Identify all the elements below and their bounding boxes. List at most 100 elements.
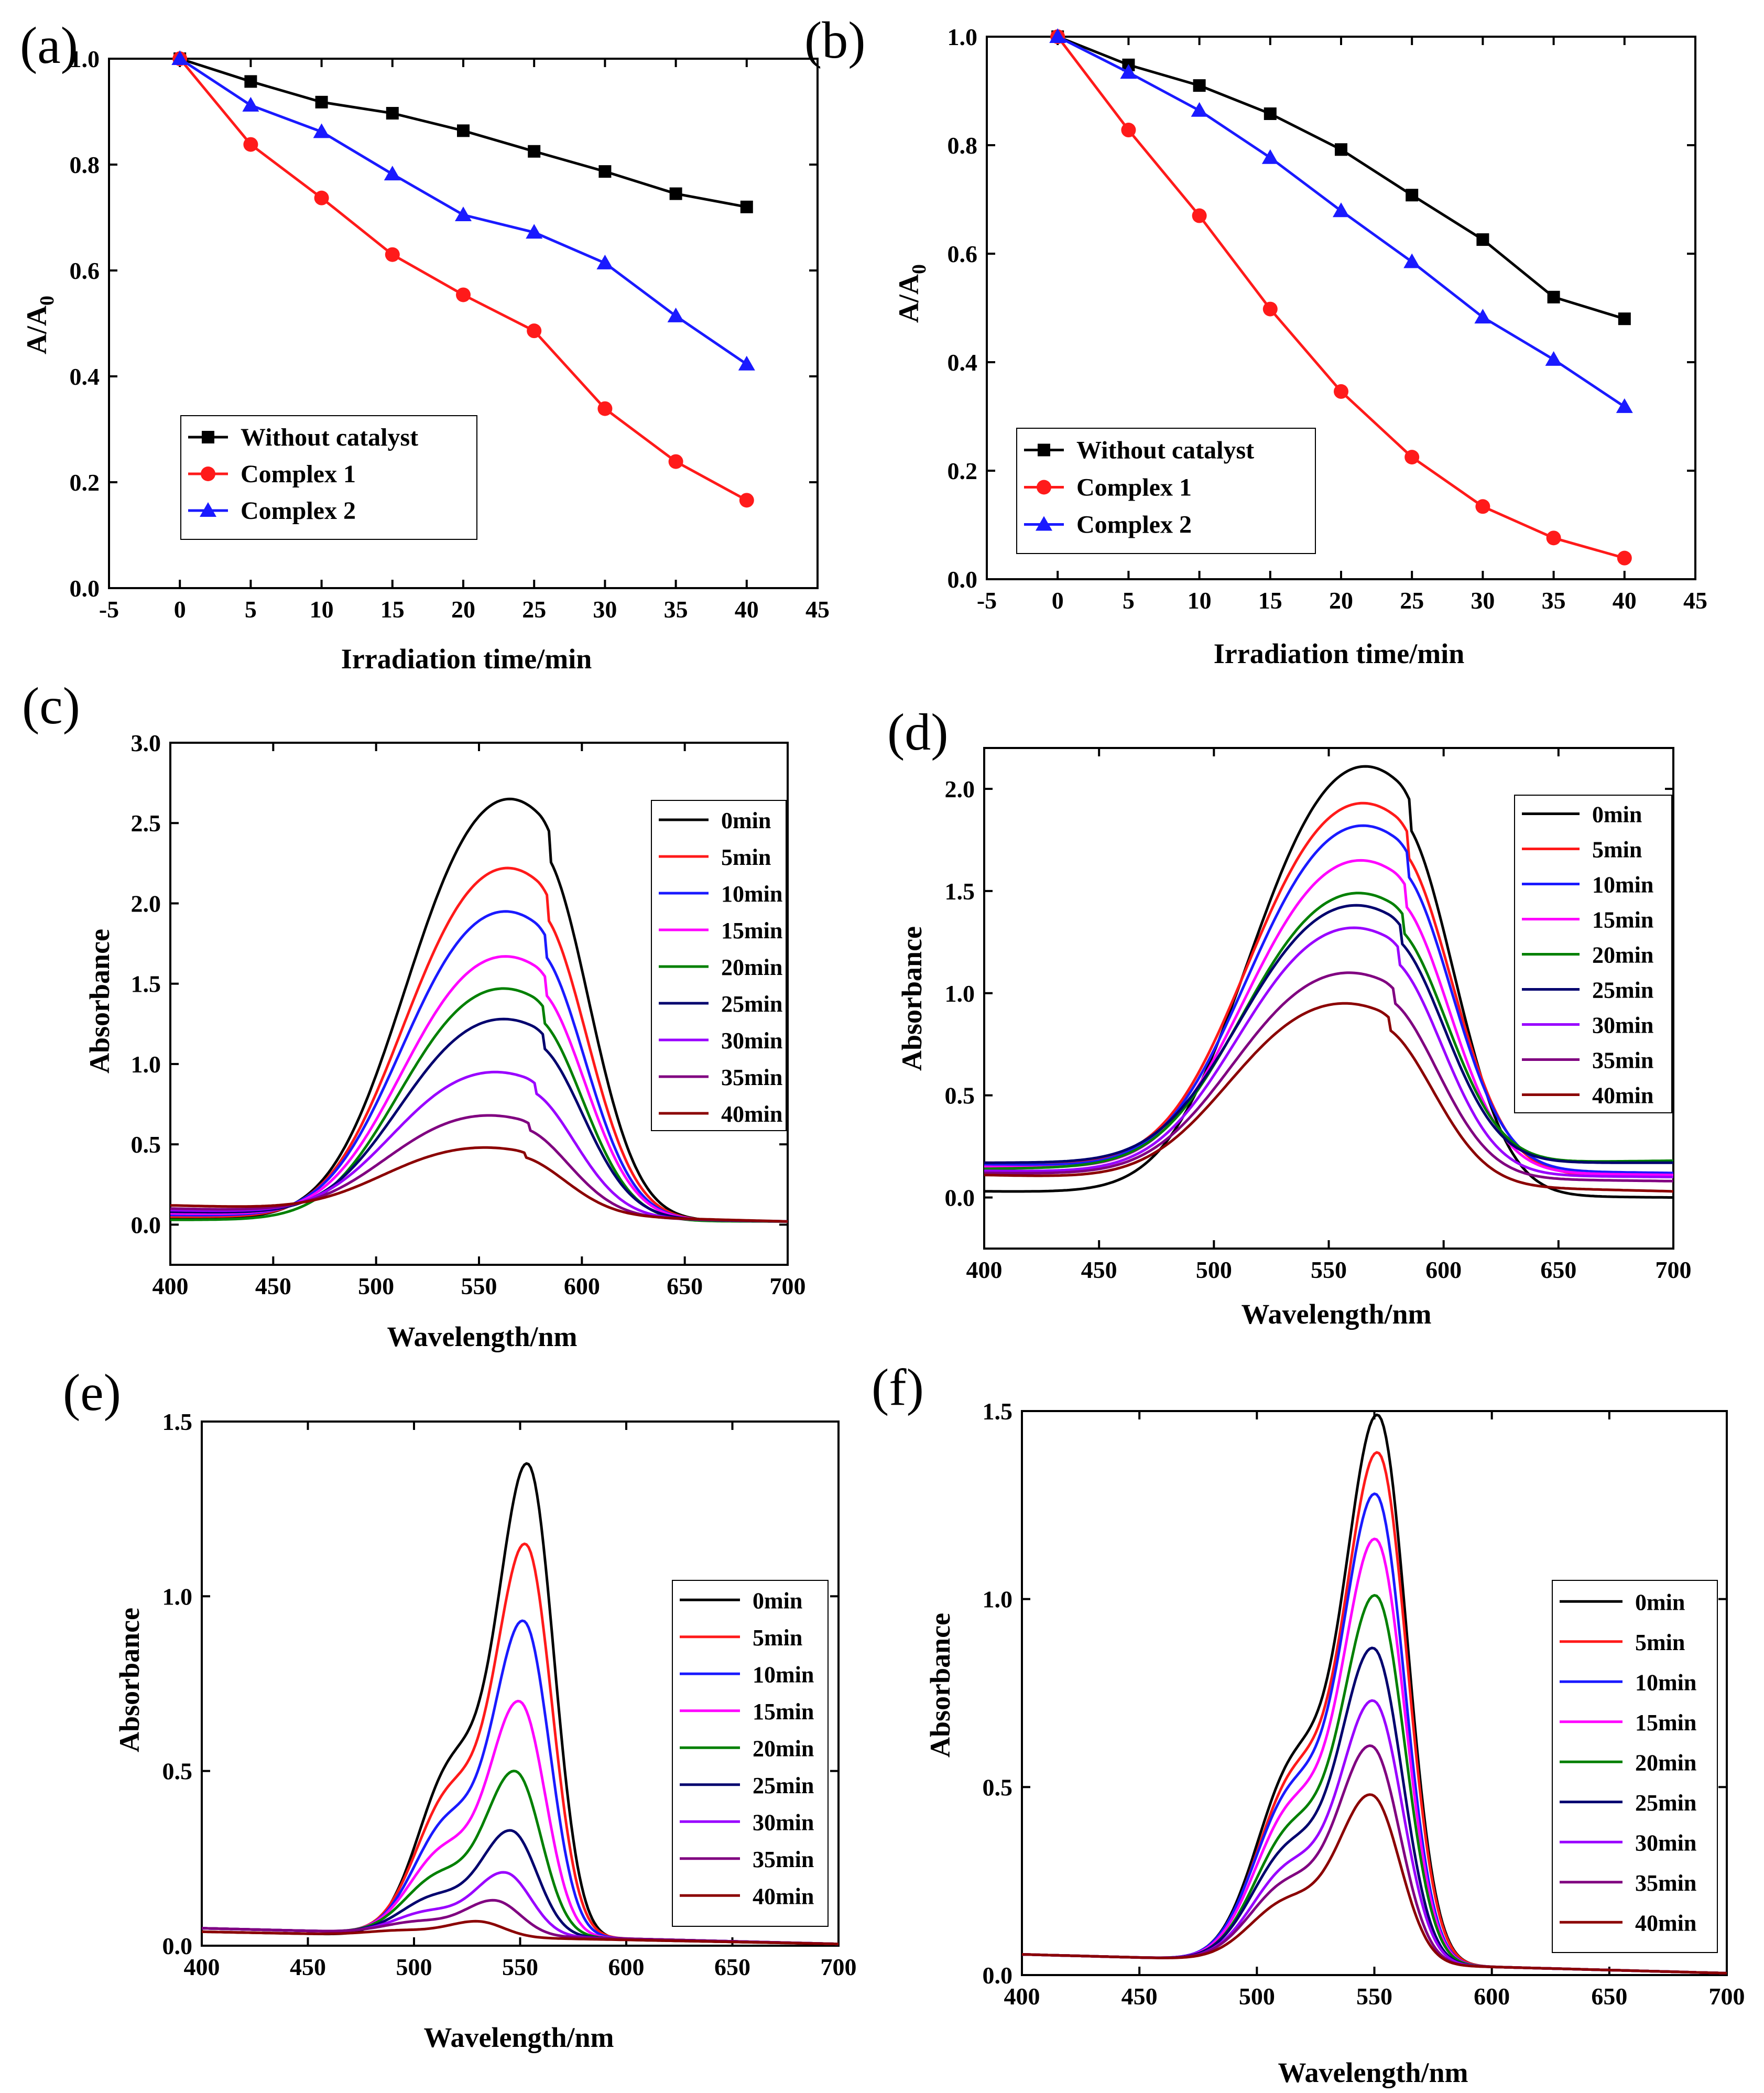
panel-b-ytick-label: 0.0 — [948, 566, 978, 593]
panel-b-ytick-label: 0.4 — [948, 349, 978, 376]
panel-d-ytick-label: 0.5 — [945, 1082, 975, 1109]
panel-a-legend-label-complex-1: Complex 1 — [241, 460, 356, 488]
panel-b-series-complex-2-point — [1474, 309, 1491, 324]
panel-d-ytick-label: 1.5 — [945, 878, 975, 905]
panel-e-ytick-label: 1.0 — [162, 1583, 193, 1610]
panel-e-xtick-label: 450 — [290, 1954, 326, 1980]
panel-b-series-without-catalyst-point — [1547, 290, 1560, 303]
panel-e-xtick-label: 650 — [714, 1954, 750, 1980]
panel-b-label: (b) — [804, 11, 866, 69]
panel-c-xtick-label: 500 — [358, 1273, 394, 1299]
panel-b-xtick-label: 20 — [1329, 587, 1353, 614]
panel-d-legend-label-10min: 10min — [1592, 872, 1653, 898]
panel-d-ytick-label: 1.0 — [945, 980, 975, 1007]
panel-a-series-without-catalyst-point — [740, 200, 753, 213]
panel-a-series-without-catalyst-point — [386, 107, 399, 120]
panel-b: (b) -5 0 5 10 15 20 25 30 35 40 45 0.0 0.2 0.4 0.6 0.8 1… — [804, 11, 1707, 669]
panel-e-ytick-label: 0.0 — [162, 1933, 193, 1959]
panel-d-legend-label-30min: 30min — [1592, 1013, 1653, 1038]
panel-d-series-25min-line — [984, 904, 1673, 1164]
panel-c-legend-label-20min: 20min — [721, 955, 782, 980]
panel-c-xtick-label: 550 — [461, 1273, 497, 1299]
panel-e-xtick-label: 400 — [184, 1954, 220, 1980]
panel-e-legend-label-40min: 40min — [753, 1883, 814, 1909]
panel-d-xtick-label: 550 — [1311, 1256, 1347, 1283]
panel-d-ylabel: Absorbance — [896, 926, 928, 1071]
panel-b-series-complex-1-point — [1546, 530, 1561, 546]
panel-d-xtick-label: 400 — [966, 1256, 1003, 1283]
panel-a-xtick-label: 45 — [805, 596, 830, 623]
panel-b-series-complex-2-point — [1261, 149, 1279, 164]
panel-e-ylabel: Absorbance — [114, 1608, 145, 1752]
panel-b-xtick-label: 45 — [1683, 587, 1707, 614]
panel-e-legend-label-35min: 35min — [753, 1847, 814, 1872]
panel-e-xtick-label: 600 — [608, 1954, 645, 1980]
panel-b-series-complex-2-point — [1545, 351, 1562, 366]
panel-d-series-40min-line — [984, 1002, 1674, 1193]
panel-c: (c) 400 450 500 550 600 650 700 0.0 0.5 1.0 1.5 2.0… — [22, 677, 806, 1352]
panel-a-series-complex-2-point — [667, 307, 684, 322]
panel-b-series-complex-2-point — [1120, 64, 1137, 79]
panel-e-label: (e) — [63, 1363, 121, 1422]
panel-f: (f) 400 450 500 550 600 650 700 0.0 0.5 1.0 1.5 0mi… — [872, 1358, 1745, 2088]
panel-a-ytick-label: 0.8 — [70, 151, 100, 178]
panel-a-legend-marker-complex-1 — [201, 467, 215, 481]
panel-d-legend-label-35min: 35min — [1592, 1048, 1653, 1073]
panel-b-xtick-label: 40 — [1613, 587, 1637, 614]
panel-a-series-complex-2-point — [384, 166, 401, 181]
panel-c-ytick-label: 2.5 — [131, 810, 161, 837]
panel-b-ylabel-main: A/A — [893, 274, 924, 323]
panel-c-xtick-label: 700 — [770, 1273, 806, 1299]
panel-f-xtick-label: 400 — [1004, 1983, 1040, 2010]
panel-f-ytick-label: 1.0 — [983, 1586, 1013, 1613]
panel-b-series-without-catalyst-point — [1618, 312, 1631, 326]
panel-f-legend-label-15min: 15min — [1635, 1710, 1696, 1736]
panel-f-label: (f) — [872, 1358, 924, 1416]
panel-a-ylabel-main: A/A — [21, 306, 52, 354]
panel-a-xtick-label: 40 — [735, 596, 759, 623]
panel-a-xtick-label: 25 — [522, 596, 546, 623]
panel-f-xtick-label: 450 — [1121, 1983, 1158, 2010]
panel-e-legend-label-25min: 25min — [753, 1773, 814, 1798]
panel-d-xtick-label: 500 — [1196, 1256, 1232, 1283]
panel-a-series-complex-2-point — [738, 355, 755, 371]
panel-b-xtick-label: -5 — [977, 587, 997, 614]
panel-e-series-40min-line — [201, 1920, 839, 1946]
panel-c-legend-label-30min: 30min — [721, 1028, 782, 1054]
panel-f-xtick-label: 500 — [1239, 1983, 1275, 2010]
panel-a-legend-label-complex-2: Complex 2 — [241, 497, 356, 525]
panel-a-xtick-label: 35 — [664, 596, 688, 623]
panel-d-series-30min-line — [984, 926, 1674, 1179]
panel-e: (e) 400 450 500 550 600 650 700 0.0 0.5 1.0 1.5 0mi… — [63, 1363, 857, 2053]
panel-d-legend-label-20min: 20min — [1592, 942, 1653, 968]
panel-c-ytick-label: 1.0 — [131, 1051, 161, 1078]
panel-a-series-without-catalyst-point — [598, 165, 612, 178]
panel-f-xlabel: Wavelength/nm — [1278, 2057, 1468, 2088]
panel-b-xtick-label: 10 — [1188, 587, 1212, 614]
panel-a-series-complex-2-point — [526, 224, 543, 239]
panel-e-legend-label-0min: 0min — [753, 1588, 802, 1613]
panel-a-series-complex-2-point — [242, 96, 259, 112]
panel-b-series-without-catalyst-point — [1193, 79, 1206, 92]
panel-c-ytick-label: 3.0 — [131, 730, 161, 756]
panel-e-legend-label-20min: 20min — [753, 1736, 814, 1761]
panel-b-xtick-label: 35 — [1542, 587, 1566, 614]
panel-a: (a) -5 0 5 10 15 20 25 30 35 40 45 0.0 0.2 0.4 0.6 0.8 1… — [20, 16, 830, 675]
panel-f-xtick-label: 650 — [1591, 1983, 1627, 2010]
panel-c-legend-label-10min: 10min — [721, 881, 782, 907]
panel-e-ytick-label: 0.5 — [162, 1758, 193, 1785]
panel-b-series-complex-2-point — [1403, 253, 1421, 268]
panel-d-legend-label-40min: 40min — [1592, 1083, 1653, 1109]
panel-e-legend-label-5min: 5min — [753, 1625, 802, 1651]
panel-b-xtick-label: 0 — [1052, 587, 1064, 614]
panel-b-series-complex-2-point — [1191, 102, 1208, 117]
panel-a-xtick-label: 0 — [174, 596, 186, 623]
panel-a-ytick-label: 0.4 — [70, 363, 100, 390]
panel-a-series-without-catalyst-point — [315, 95, 328, 109]
panel-a-series-complex-1-point — [243, 137, 258, 152]
panel-c-legend-label-35min: 35min — [721, 1065, 782, 1090]
panel-b-legend-marker-without-catalyst — [1038, 443, 1050, 457]
panel-f-ytick-label: 0.5 — [983, 1774, 1013, 1801]
panel-e-xtick-label: 700 — [821, 1954, 857, 1980]
